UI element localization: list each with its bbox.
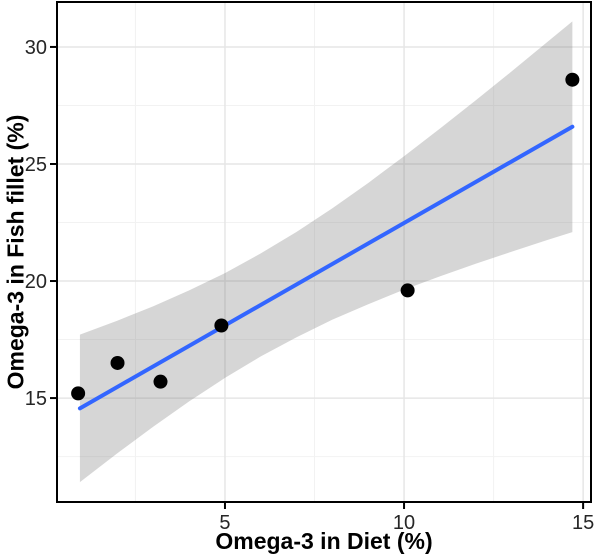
data-point — [214, 318, 229, 333]
regression-line — [77, 124, 575, 411]
x-tick-label: 5 — [219, 512, 230, 534]
regression-line-group — [77, 124, 575, 411]
panel-border-group — [56, 1, 592, 503]
confidence-band — [79, 21, 573, 483]
data-point — [400, 283, 415, 298]
data-point — [71, 386, 86, 401]
data-point — [565, 72, 580, 87]
panel-border — [56, 1, 592, 503]
data-point — [110, 355, 125, 370]
x-axis-title: Omega-3 in Diet (%) — [215, 528, 433, 554]
gridlines-minor — [57, 2, 591, 502]
data-point — [153, 374, 168, 389]
data-points-group — [71, 72, 580, 401]
y-tick-label: 30 — [25, 37, 47, 59]
confidence-band-group — [79, 21, 573, 483]
y-tick-label: 15 — [25, 388, 47, 410]
tick-labels-group: 5 10 15 15 20 25 30 — [25, 37, 594, 534]
y-tick-label: 20 — [25, 271, 47, 293]
axis-ticks-group — [50, 45, 585, 509]
y-axis-title: Omega-3 in Fish fillet (%) — [2, 114, 29, 390]
gridlines-major — [57, 2, 591, 502]
x-tick-label: 15 — [572, 512, 594, 534]
y-tick-label: 25 — [25, 154, 47, 176]
x-tick-label: 10 — [393, 512, 415, 534]
